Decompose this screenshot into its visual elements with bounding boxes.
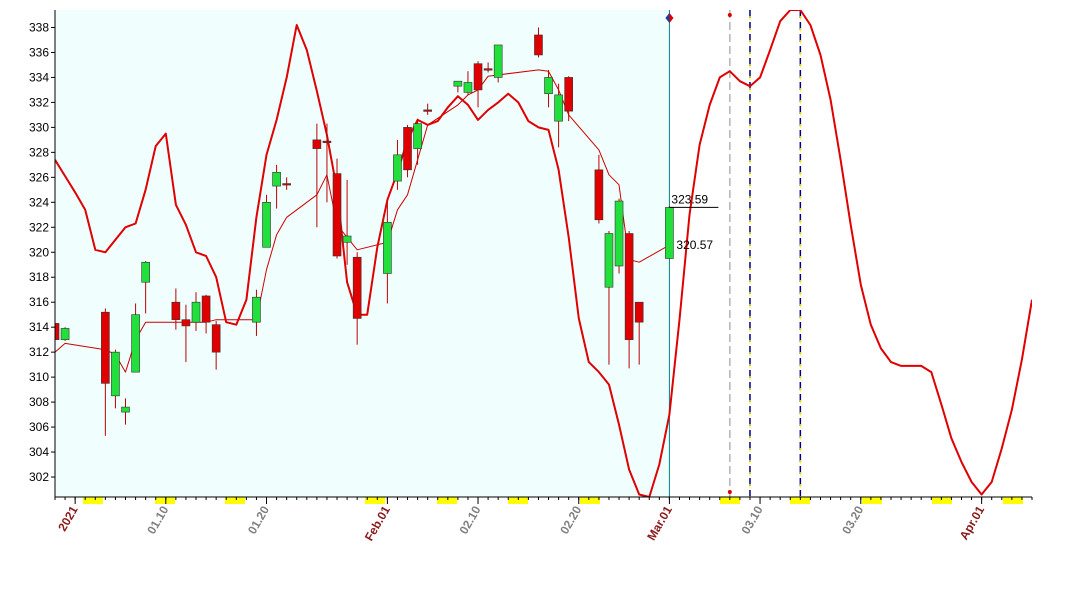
candle-body [614,200,624,267]
diamond-marker-half [669,13,674,23]
weekend-marker [790,497,810,504]
candle-body [312,139,322,149]
candle-body [534,34,543,56]
candle-body [181,319,191,327]
candle-body [55,323,60,340]
x-tick-label: 01.20 [245,503,272,536]
candle-body [141,261,150,283]
y-tick-label: 324 [29,195,49,209]
weekend-marker [437,497,457,504]
candle-body [554,94,563,122]
candle-body [403,127,412,171]
candle-body [252,296,261,323]
weekend-marker [225,497,245,504]
last-close-label: 323.59 [671,192,708,206]
x-tick-label: Feb.01 [362,503,393,543]
candle-body [634,301,644,323]
dot-marker [727,490,732,494]
x-tick-label: 01.10 [144,503,171,536]
candle-body [352,256,362,319]
candle-body [413,123,422,149]
candle-body [544,77,553,94]
y-tick-label: 314 [29,320,49,334]
history-shade [55,10,670,497]
candle-body [201,295,211,323]
x-tick-label: 02.10 [456,503,483,536]
y-tick-label: 326 [29,170,49,184]
candle-body [342,235,352,243]
y-tick-label: 318 [29,270,49,284]
x-tick-label: 03.10 [739,503,766,536]
y-tick-label: 322 [29,220,49,234]
weekend-marker [1003,497,1023,504]
candle-body [483,68,493,71]
candle-body [211,324,221,353]
candle-body [463,82,473,93]
candle-body [332,173,342,257]
candle-body [171,301,181,320]
candle-body [60,328,70,340]
candle-body [564,77,573,112]
weekend-marker [155,497,175,504]
weekend-marker [508,497,528,504]
candle-body [383,221,392,274]
candle-body [322,140,332,143]
weekend-marker [720,497,740,504]
candle-body [131,314,140,373]
y-tick-label: 328 [29,145,49,159]
candle-body [423,109,432,112]
y-tick-label: 336 [29,45,49,59]
candle-body [111,351,120,397]
candle-body [272,172,281,187]
y-tick-label: 332 [29,95,49,109]
x-tick-label: Apr.01 [957,503,988,542]
y-tick-label: 338 [29,20,49,34]
y-tick-label: 304 [29,445,49,459]
candle-body [604,233,614,288]
candle-body [191,301,201,323]
y-tick-label: 306 [29,420,49,434]
weekend-marker [580,497,600,504]
candle-body [121,406,130,413]
candle-body [393,154,402,182]
y-tick-label: 310 [29,370,49,384]
weekend-marker [862,497,882,504]
candle-body [101,311,110,384]
background [55,10,670,497]
y-tick-label: 302 [29,470,49,484]
axes: 323.59 320.57 302 304 306 308 310 312 314 316 318 3… [29,10,1033,543]
overlay-line [55,10,1032,497]
x-tick-label: 2021 [55,503,81,533]
x-tick-label: 02.20 [557,503,584,536]
x-tick-label: Mar.01 [644,503,675,543]
candle-body [453,80,463,87]
last-average-label: 320.57 [676,238,713,252]
weekend-marker [365,497,385,504]
y-tick-label: 330 [29,120,49,134]
y-tick-label: 312 [29,345,49,359]
weekend-marker [932,497,952,504]
dot-marker [727,13,732,17]
x-tick-label: 03.20 [839,503,866,536]
candle-body [665,207,674,259]
y-tick-label: 316 [29,295,49,309]
candle-body [282,183,291,186]
weekend-markers [83,497,1023,504]
candle-body [624,233,634,340]
candle-body [594,169,604,221]
y-tick-label: 308 [29,395,49,409]
candle-body [493,44,503,78]
y-tick-label: 334 [29,70,49,84]
candle-body [473,63,483,91]
plot-area [55,10,1032,497]
weekend-marker [83,497,103,504]
candle-body [262,202,271,248]
y-tick-label: 320 [29,245,49,259]
